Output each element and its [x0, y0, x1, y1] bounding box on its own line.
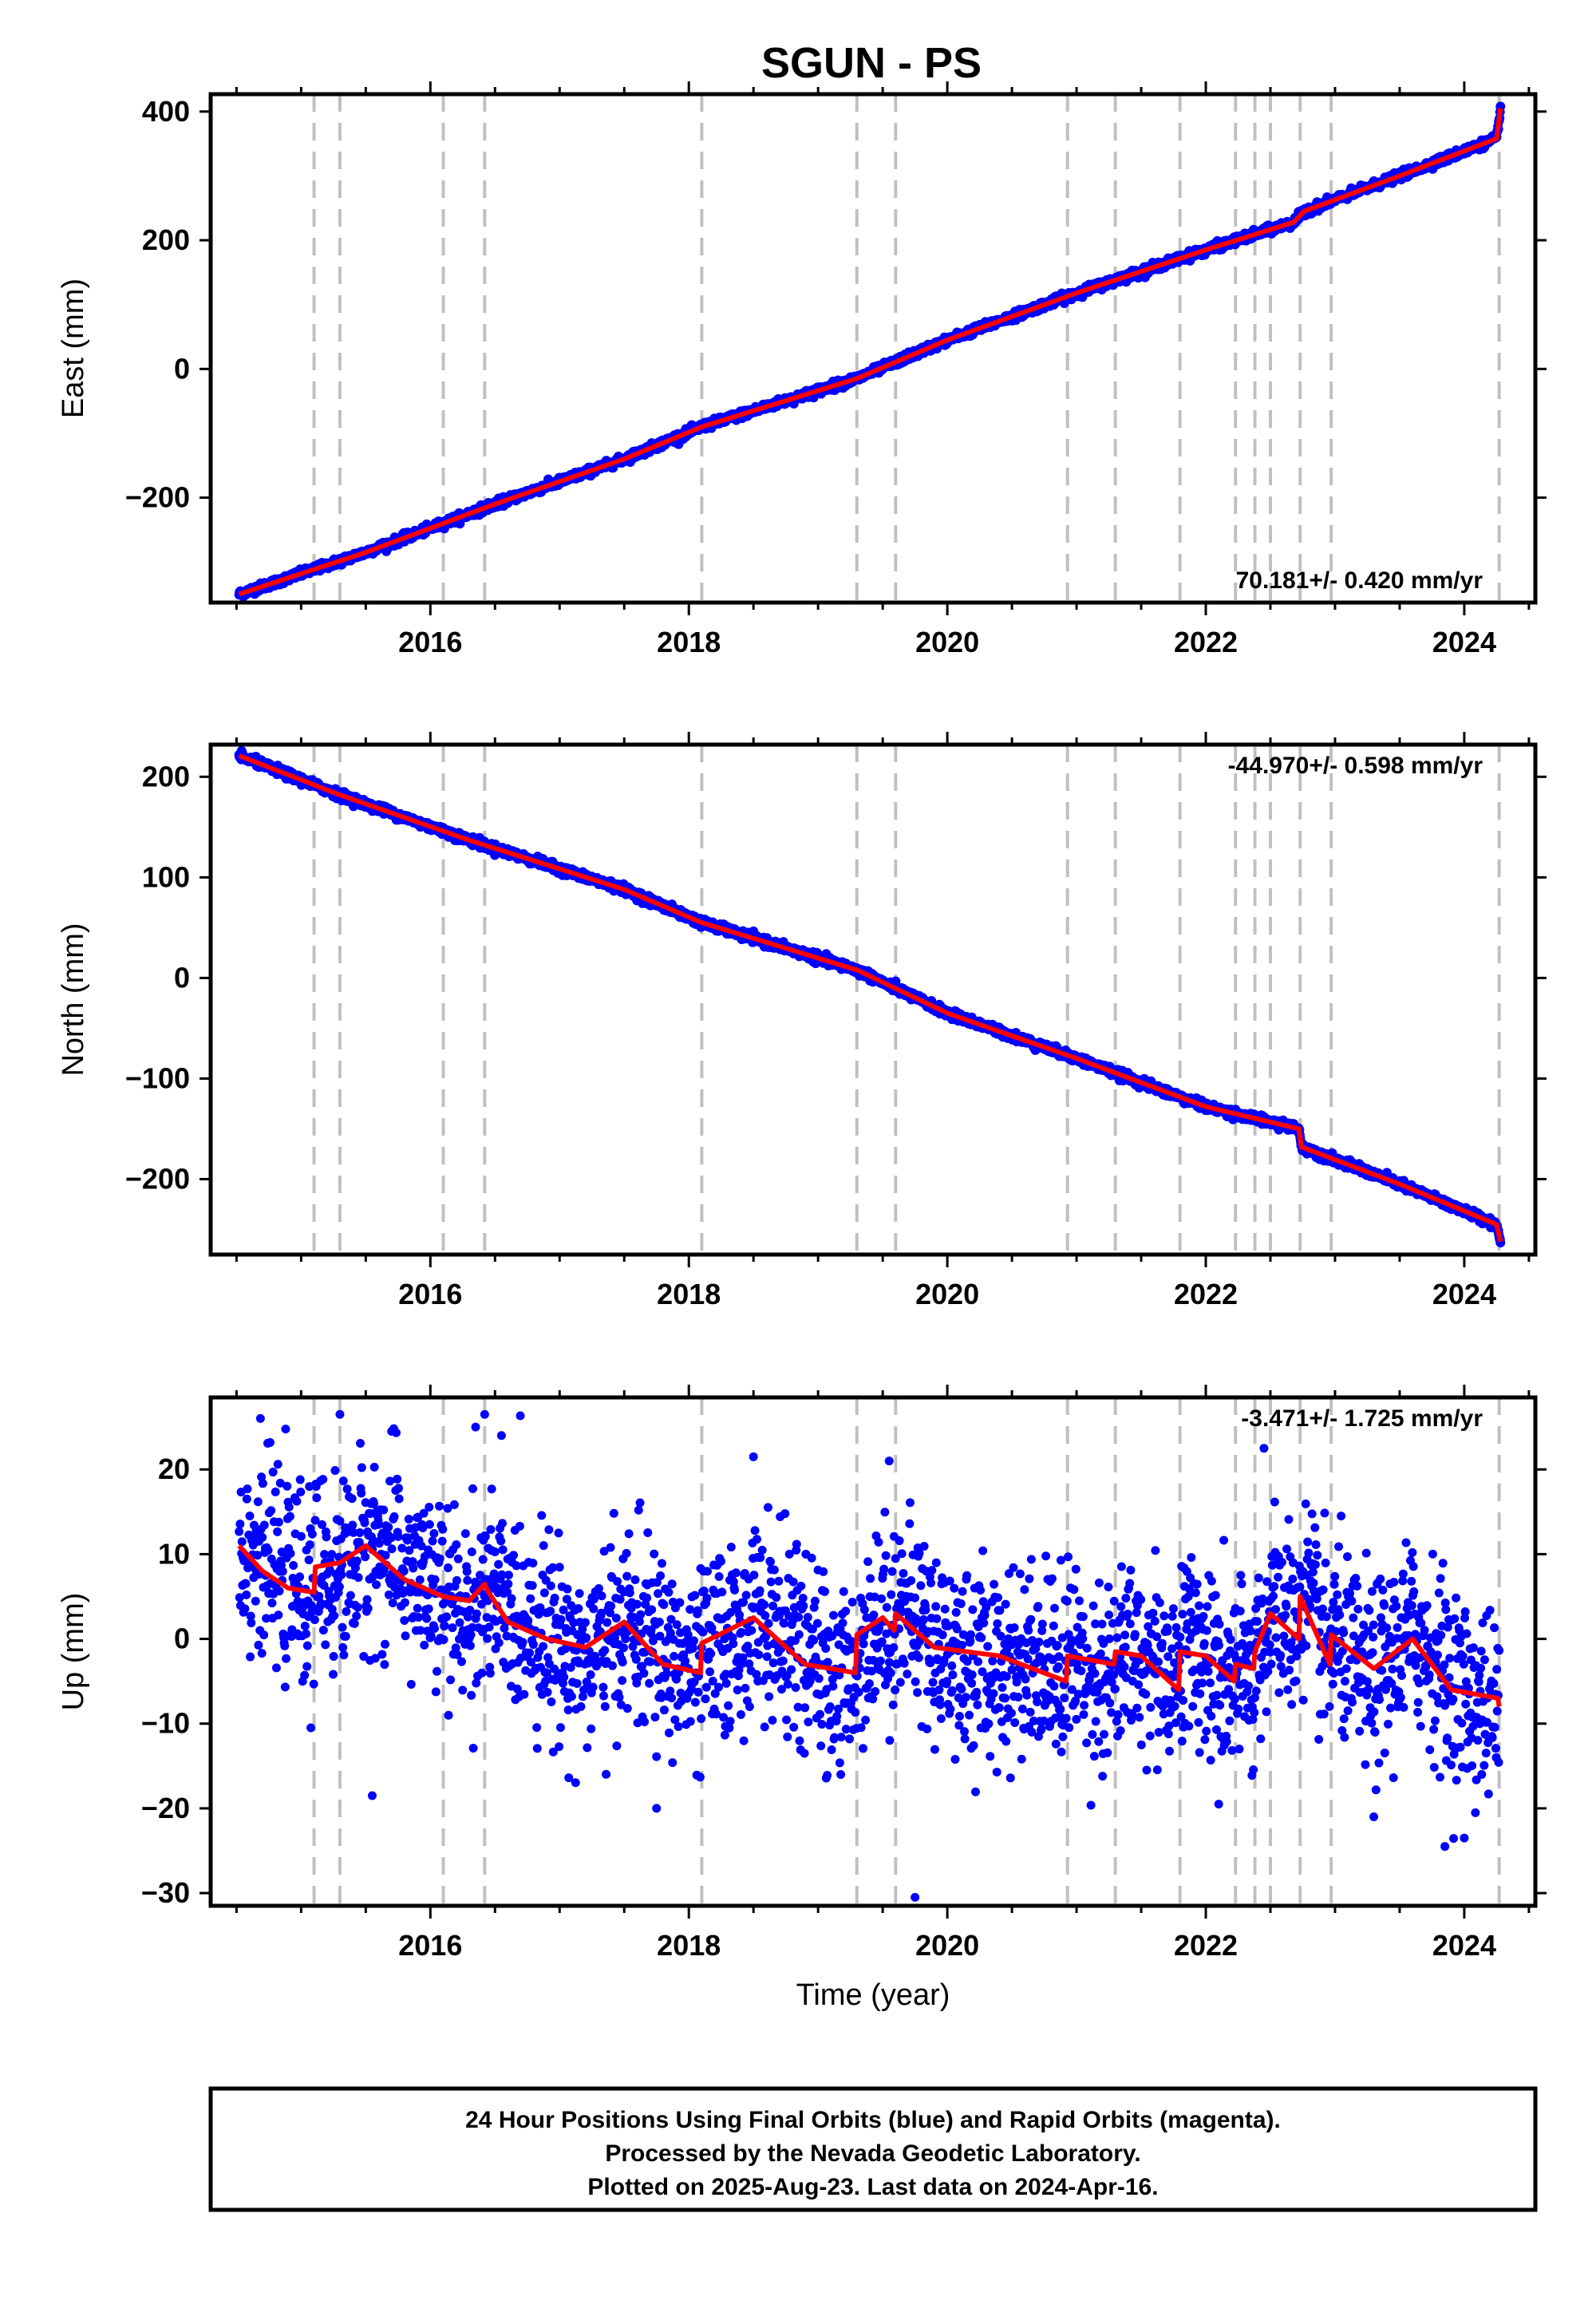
y-tick-label: 0 [174, 352, 190, 385]
x-tick-label: 2016 [398, 626, 462, 658]
y-tick-label: 400 [142, 95, 190, 128]
y-axis-label: East (mm) [57, 279, 90, 418]
panels: −200 0 200 400 East (mm) 2016 2018 2020 2022 2024… [57, 81, 1547, 2012]
plot-frame [208, 92, 1538, 605]
plot-area [234, 94, 1506, 603]
x-tick-label: 2020 [915, 626, 979, 658]
chart-title: SGUN - PS [761, 39, 982, 87]
rate-label: 70.181+/- 0.420 mm/yr [1236, 567, 1483, 594]
x-tick-label: 2024 [1432, 626, 1496, 658]
x-tick-label: 2022 [1174, 626, 1238, 658]
y-tick-label: −200 [125, 481, 190, 514]
y-tick-label: 200 [142, 223, 190, 256]
panel-east: −200 0 200 400 East (mm) 2016 2018 2020 2022 2024… [57, 81, 1547, 658]
model-line [238, 108, 1503, 597]
plot-area [234, 745, 1506, 1255]
x-tick-label: 2018 [657, 626, 721, 658]
